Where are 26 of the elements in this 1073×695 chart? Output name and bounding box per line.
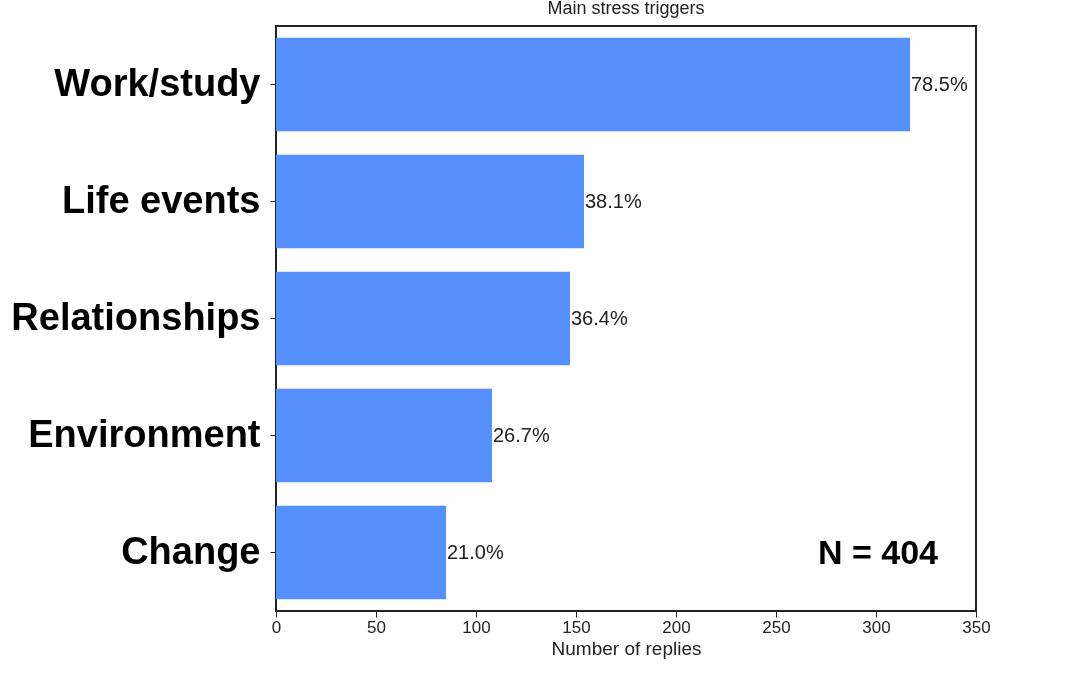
annotation: 78.5% bbox=[911, 72, 968, 95]
bar bbox=[276, 505, 446, 600]
x-tick-label: 300 bbox=[862, 617, 891, 637]
x-tick-label: 0 bbox=[271, 617, 282, 637]
y-tick-label: Change bbox=[121, 529, 261, 572]
x-tick-label: 200 bbox=[662, 617, 691, 637]
y-tick-label: Relationships bbox=[11, 295, 261, 338]
bar bbox=[276, 271, 570, 366]
x-tick-label: 150 bbox=[562, 617, 591, 637]
x-tick-label: 350 bbox=[962, 617, 991, 637]
annotation: 36.4% bbox=[571, 306, 628, 329]
y-tick-label: Work/study bbox=[54, 61, 261, 104]
bar bbox=[276, 37, 910, 132]
bar bbox=[276, 154, 584, 249]
x-axis-title: Number of replies bbox=[551, 637, 702, 659]
chart-title: Main stress triggers bbox=[547, 0, 705, 18]
x-tick-label: 50 bbox=[367, 617, 386, 637]
annotation: N = 404 bbox=[817, 533, 939, 571]
annotation: 38.1% bbox=[585, 189, 642, 212]
annotation: 26.7% bbox=[493, 423, 550, 446]
x-tick-label: 250 bbox=[762, 617, 791, 637]
annotation: 21.0% bbox=[447, 540, 504, 563]
y-tick-label: Environment bbox=[28, 412, 261, 455]
bar bbox=[276, 388, 492, 483]
y-tick-label: Life events bbox=[61, 178, 261, 221]
x-tick-label: 100 bbox=[462, 617, 491, 637]
